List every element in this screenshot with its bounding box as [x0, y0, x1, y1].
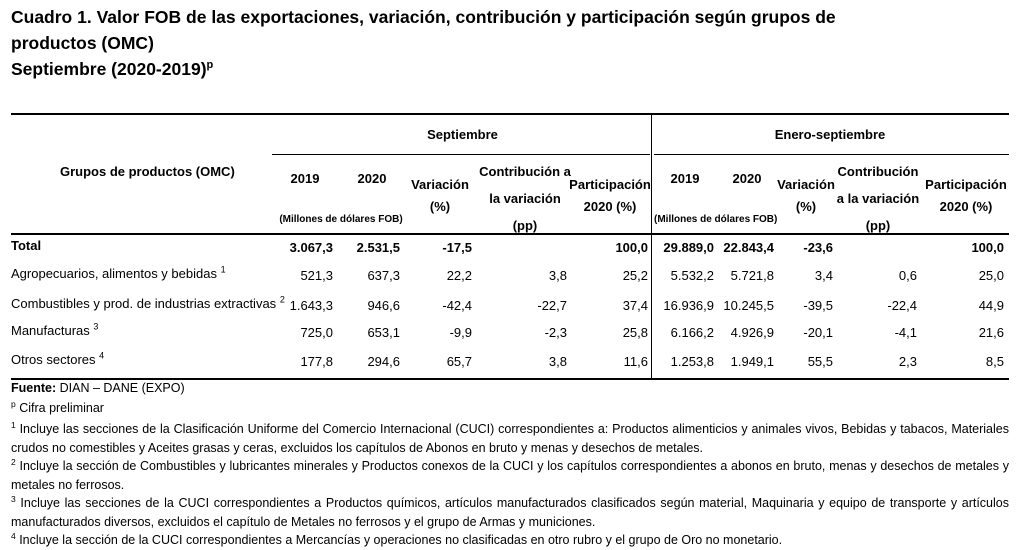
cell-ene-contribucion: 0,6 — [898, 268, 917, 283]
cell-ene-variacion: 3,4 — [814, 268, 833, 283]
title-line-2: productos (OMC) — [11, 33, 154, 53]
cell-sep-variacion: 22,2 — [446, 268, 472, 283]
cell-sep-variacion: -17,5 — [442, 240, 472, 255]
header-mid-rule-right — [654, 154, 1009, 155]
cell-ene-participacion: 8,5 — [985, 354, 1004, 369]
footnote-3: 3 Incluye las secciones de la CUCI corre… — [11, 493, 1009, 529]
header-2020-ene: 2020 — [732, 171, 762, 186]
cell-ene-variacion: -39,5 — [803, 298, 833, 313]
cell-ene-2020: 22.843,4 — [723, 240, 774, 255]
cell-ene-2020: 5.721,8 — [730, 268, 774, 283]
cell-sep-contribucion: -22,7 — [537, 298, 567, 313]
cell-sep-contribucion: -2,3 — [544, 325, 567, 340]
preliminary-note: p Cifra preliminar — [11, 398, 104, 415]
cell-sep-2019: 3.067,3 — [289, 240, 333, 255]
cell-sep-participacion: 25,8 — [622, 325, 648, 340]
cell-sep-2020: 653,1 — [367, 325, 400, 340]
table-bottom-rule — [11, 378, 1009, 380]
cell-sep-2020: 946,6 — [367, 298, 400, 313]
period-header-enero-septiembre: Enero-septiembre — [774, 127, 886, 142]
units-label-sep: (Millones de dólares FOB) — [279, 214, 403, 225]
header-variacion-ene: Variación (%) — [777, 177, 835, 214]
header-2019-ene: 2019 — [670, 171, 700, 186]
header-2020-sep: 2020 — [357, 171, 387, 186]
column-header-groups: Grupos de productos (OMC) — [60, 164, 235, 179]
cell-sep-2020: 294,6 — [367, 354, 400, 369]
row-label: Combustibles y prod. de industrias extra… — [11, 294, 285, 311]
cell-ene-participacion: 25,0 — [978, 268, 1004, 283]
cell-sep-2020: 637,3 — [367, 268, 400, 283]
title-line-3: Septiembre (2020-2019)p — [11, 59, 214, 79]
footnote-4: 4 Incluye la sección de la CUCI correspo… — [11, 530, 783, 547]
row-label: Otros sectores 4 — [11, 350, 105, 367]
title-line-1: Cuadro 1. Valor FOB de las exportaciones… — [11, 7, 836, 27]
header-mid-rule-left — [272, 154, 650, 155]
header-contribucion-ene: Contribución a la variación (pp) — [836, 164, 920, 233]
footnote-2: 2 Incluye la sección de Combustibles y l… — [11, 456, 1009, 492]
row-footnote-ref: 1 — [220, 264, 226, 275]
cell-ene-contribucion: -22,4 — [887, 298, 917, 313]
row-label: Manufacturas 3 — [11, 321, 99, 338]
cell-ene-2020: 1.949,1 — [730, 354, 774, 369]
cell-ene-2019: 1.253,8 — [670, 354, 714, 369]
cell-ene-variacion: 55,5 — [807, 354, 833, 369]
cell-sep-contribucion: 3,8 — [548, 268, 567, 283]
cell-ene-variacion: -23,6 — [803, 240, 833, 255]
cell-ene-participacion: 21,6 — [978, 325, 1004, 340]
row-label: Agropecuarios, alimentos y bebidas 1 — [11, 264, 226, 281]
cell-sep-2019: 725,0 — [300, 325, 333, 340]
header-2019-sep: 2019 — [290, 171, 320, 186]
period-divider — [651, 115, 652, 380]
cell-sep-participacion: 25,2 — [622, 268, 648, 283]
cell-sep-participacion: 11,6 — [623, 354, 648, 369]
table-top-rule — [11, 113, 1009, 115]
cell-sep-participacion: 37,4 — [622, 298, 648, 313]
cell-sep-2019: 177,8 — [300, 354, 333, 369]
title-superscript: p — [206, 59, 214, 72]
cell-sep-variacion: 65,7 — [446, 354, 472, 369]
cell-sep-variacion: -9,9 — [449, 325, 472, 340]
header-contribucion-sep: Contribución a la variación (pp) — [479, 164, 571, 233]
cell-ene-participacion: 100,0 — [971, 240, 1004, 255]
cell-ene-2020: 4.926,9 — [730, 325, 774, 340]
cell-ene-2019: 5.532,2 — [670, 268, 714, 283]
header-participacion-ene: Participación 2020 (%) — [925, 177, 1007, 214]
cell-ene-2019: 6.166,2 — [670, 325, 714, 340]
row-label: Total — [11, 238, 42, 253]
cell-ene-2019: 29.889,0 — [663, 240, 714, 255]
cell-sep-2019: 1.643,3 — [289, 298, 333, 313]
cell-sep-variacion: -42,4 — [442, 298, 472, 313]
cell-sep-2020: 2.531,5 — [356, 240, 400, 255]
cell-ene-contribucion: -4,1 — [894, 325, 917, 340]
header-bottom-rule — [11, 233, 1009, 235]
cell-sep-contribucion: 3,8 — [548, 354, 567, 369]
footnote-1: 1 Incluye las secciones de la Clasificac… — [11, 419, 1009, 455]
units-label-ene: (Millones de dólares FOB) — [654, 214, 778, 225]
cell-ene-variacion: -20,1 — [803, 325, 833, 340]
cell-sep-2019: 521,3 — [300, 268, 333, 283]
cell-ene-contribucion: 2,3 — [898, 354, 917, 369]
header-participacion-sep: Participación 2020 (%) — [569, 177, 651, 214]
cell-ene-2020: 10.245,5 — [723, 298, 774, 313]
cell-sep-participacion: 100,0 — [615, 240, 648, 255]
row-footnote-ref: 4 — [99, 350, 105, 361]
table-title: Cuadro 1. Valor FOB de las exportaciones… — [11, 4, 1011, 82]
source-note: Fuente: DIAN – DANE (EXPO) — [11, 381, 185, 395]
header-variacion-sep: Variación (%) — [411, 177, 469, 214]
cell-ene-participacion: 44,9 — [978, 298, 1004, 313]
row-footnote-ref: 3 — [93, 321, 99, 332]
period-header-septiembre: Septiembre — [427, 127, 498, 142]
row-footnote-ref: 2 — [279, 294, 285, 305]
cell-ene-2019: 16.936,9 — [663, 298, 714, 313]
